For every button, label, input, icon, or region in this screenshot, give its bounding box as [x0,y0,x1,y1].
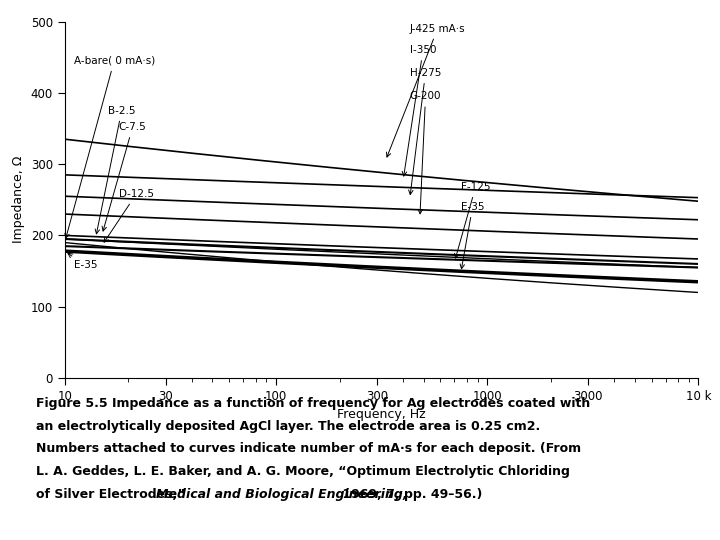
Text: 1969, 7, pp. 49–56.): 1969, 7, pp. 49–56.) [338,488,482,501]
Y-axis label: Impedance, Ω: Impedance, Ω [12,156,25,244]
X-axis label: Frequency, Hz: Frequency, Hz [337,408,426,421]
Text: C-7.5: C-7.5 [102,122,146,231]
Text: F-125: F-125 [454,182,490,258]
Text: Medical and Biological Engineering,: Medical and Biological Engineering, [156,488,408,501]
Text: D-12.5: D-12.5 [104,189,153,242]
Text: Numbers attached to curves indicate number of mA·s for each deposit. (From: Numbers attached to curves indicate numb… [36,442,581,455]
Text: of Silver Electrodes,”: of Silver Electrodes,” [36,488,190,501]
Text: J-425 mA·s: J-425 mA·s [387,24,465,157]
Text: L. A. Geddes, L. E. Baker, and A. G. Moore, “Optimum Electrolytic Chloriding: L. A. Geddes, L. E. Baker, and A. G. Moo… [36,465,570,478]
Text: Figure 5.5 Impedance as a function of frequency for Ag electrodes coated with: Figure 5.5 Impedance as a function of fr… [36,397,590,410]
Text: I-350: I-350 [402,45,436,176]
Text: B-2.5: B-2.5 [95,106,135,234]
Text: H-275: H-275 [409,68,441,194]
Text: an electrolytically deposited AgCl layer. The electrode area is 0.25 cm2.: an electrolytically deposited AgCl layer… [36,420,540,433]
Text: E-35: E-35 [460,202,485,269]
Text: E-35: E-35 [68,253,97,271]
Text: G-200: G-200 [410,91,441,214]
Text: A-bare( 0 mA·s): A-bare( 0 mA·s) [65,56,155,238]
